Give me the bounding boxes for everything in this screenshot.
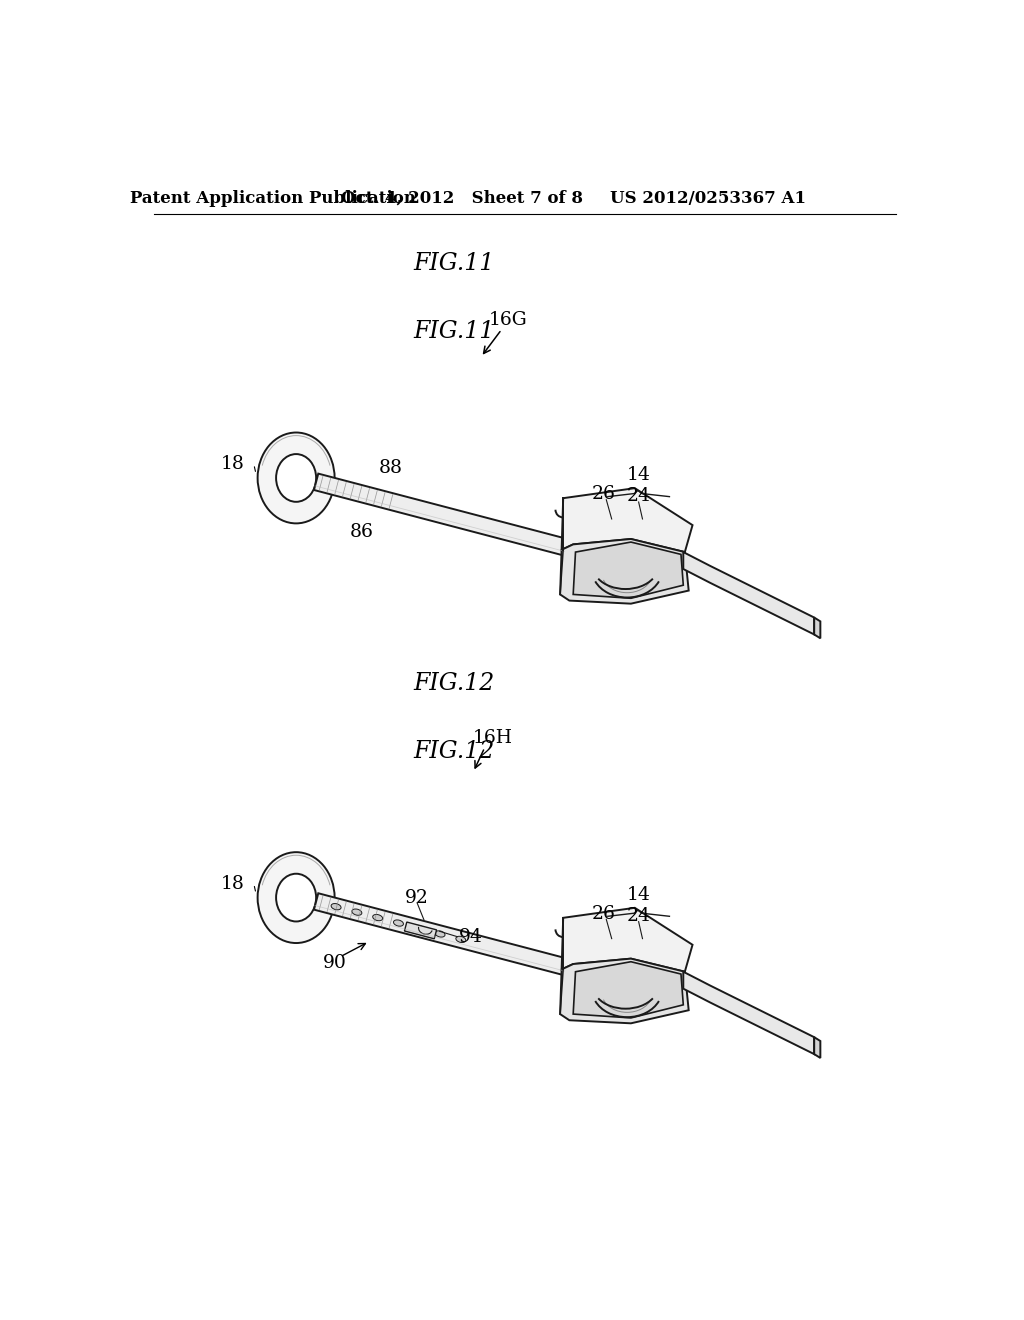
Text: 94: 94: [459, 928, 482, 945]
Text: FIG.12: FIG.12: [414, 672, 495, 696]
Text: 26: 26: [592, 486, 615, 503]
Text: 92: 92: [406, 890, 429, 907]
Text: 18: 18: [220, 875, 245, 892]
Polygon shape: [561, 488, 692, 552]
Text: Oct. 4, 2012   Sheet 7 of 8: Oct. 4, 2012 Sheet 7 of 8: [341, 190, 583, 207]
Text: 90: 90: [323, 954, 346, 972]
Polygon shape: [404, 923, 436, 939]
Text: FIG.11: FIG.11: [414, 252, 495, 276]
Text: 86: 86: [349, 523, 374, 541]
Text: 14: 14: [627, 886, 650, 904]
Text: 24: 24: [627, 487, 650, 504]
Text: 18: 18: [220, 455, 245, 473]
Text: 14: 14: [627, 466, 650, 484]
Text: 16G: 16G: [488, 312, 527, 329]
Ellipse shape: [435, 931, 445, 937]
Ellipse shape: [415, 925, 424, 932]
Ellipse shape: [276, 874, 316, 921]
Polygon shape: [814, 1038, 820, 1057]
Text: 26: 26: [592, 906, 615, 923]
Text: 88: 88: [379, 459, 402, 477]
Ellipse shape: [331, 904, 341, 909]
Text: FIG.11: FIG.11: [414, 321, 495, 343]
Polygon shape: [814, 618, 820, 639]
Text: 16H: 16H: [472, 729, 512, 747]
Polygon shape: [683, 972, 814, 1055]
Ellipse shape: [258, 853, 335, 942]
Polygon shape: [314, 894, 567, 975]
Ellipse shape: [276, 454, 316, 502]
Polygon shape: [573, 962, 683, 1018]
Polygon shape: [561, 908, 692, 972]
Ellipse shape: [373, 915, 383, 921]
Ellipse shape: [352, 909, 361, 915]
Polygon shape: [314, 474, 567, 556]
Text: Patent Application Publication: Patent Application Publication: [130, 190, 416, 207]
Ellipse shape: [258, 433, 335, 524]
Polygon shape: [683, 552, 814, 635]
Text: FIG.12: FIG.12: [414, 739, 495, 763]
Ellipse shape: [456, 936, 466, 942]
Polygon shape: [560, 539, 689, 603]
Text: US 2012/0253367 A1: US 2012/0253367 A1: [610, 190, 806, 207]
Ellipse shape: [393, 920, 403, 927]
Text: 24: 24: [627, 907, 650, 924]
Polygon shape: [573, 543, 683, 598]
Polygon shape: [560, 958, 689, 1023]
